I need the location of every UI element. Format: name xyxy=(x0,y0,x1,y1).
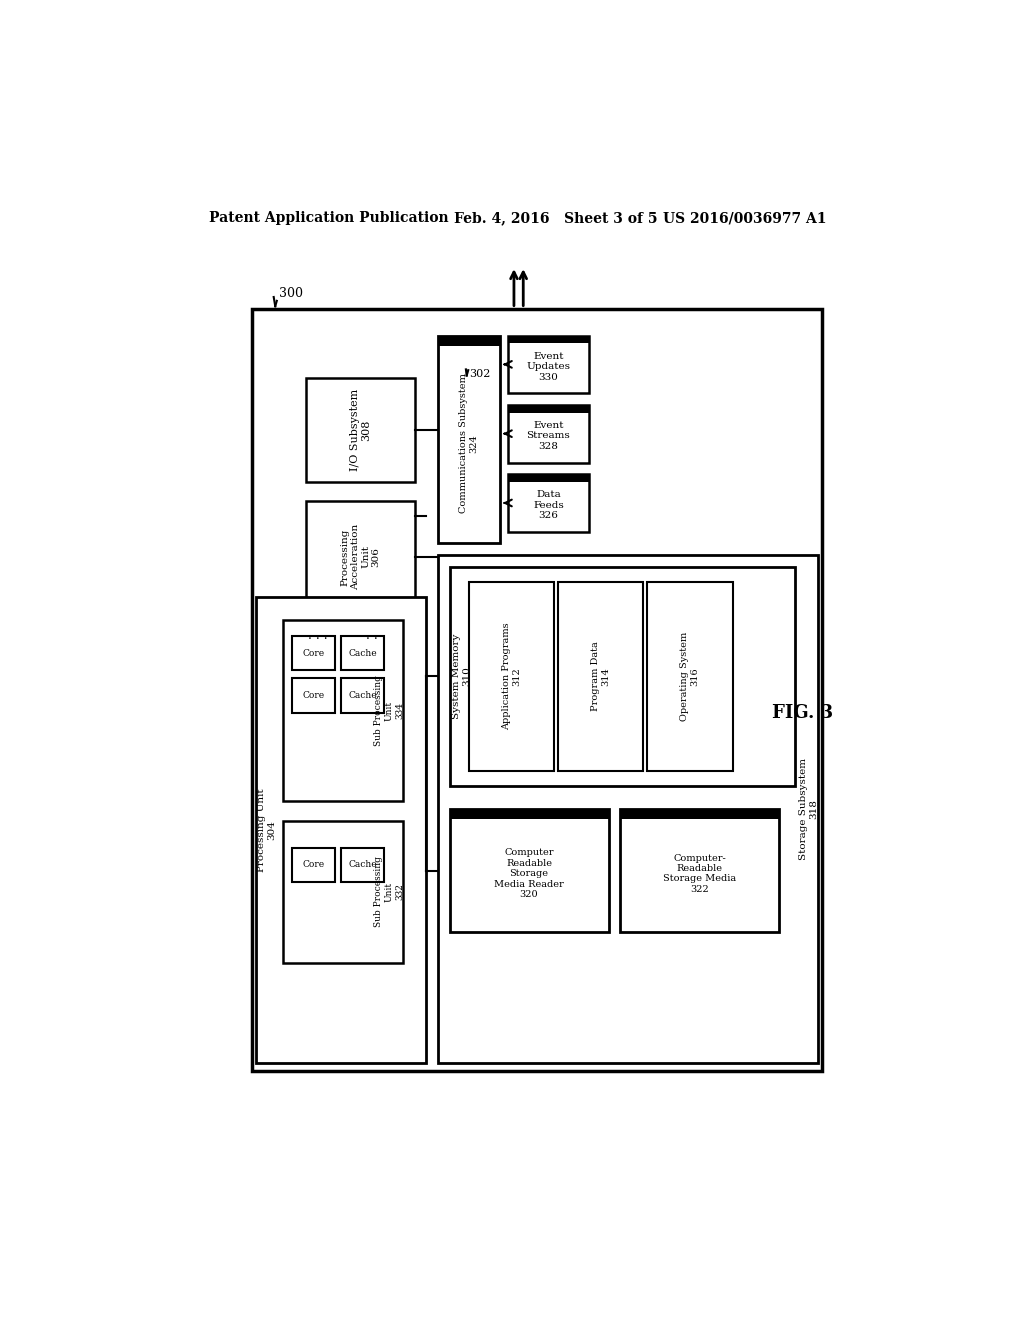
Bar xyxy=(621,809,779,818)
Text: Sub Processing
Unit
332: Sub Processing Unit 332 xyxy=(375,857,404,927)
Bar xyxy=(341,678,384,713)
Text: Operating System
316: Operating System 316 xyxy=(680,631,699,721)
Text: Storage Subsystem
318: Storage Subsystem 318 xyxy=(799,758,818,861)
Bar xyxy=(508,405,589,462)
Bar xyxy=(438,554,818,1063)
Text: Cache: Cache xyxy=(348,861,377,870)
Text: FIG. 3: FIG. 3 xyxy=(772,704,833,722)
Bar xyxy=(450,566,795,785)
Text: Communications Subsystem
324: Communications Subsystem 324 xyxy=(460,374,478,513)
Text: Feb. 4, 2016   Sheet 3 of 5: Feb. 4, 2016 Sheet 3 of 5 xyxy=(454,211,657,226)
Bar xyxy=(438,335,500,544)
Text: Processing
Acceleration
Unit
306: Processing Acceleration Unit 306 xyxy=(340,524,381,590)
Bar xyxy=(450,809,608,932)
Text: . . .: . . . xyxy=(367,630,386,643)
Bar xyxy=(341,847,384,882)
Text: Processing Unit
304: Processing Unit 304 xyxy=(257,788,276,873)
Bar xyxy=(469,582,554,771)
Text: US 2016/0036977 A1: US 2016/0036977 A1 xyxy=(663,211,826,226)
Text: Core: Core xyxy=(302,690,325,700)
Text: Event
Streams
328: Event Streams 328 xyxy=(526,421,570,451)
Bar xyxy=(292,636,335,671)
Bar xyxy=(508,474,589,532)
Text: Program Data
314: Program Data 314 xyxy=(591,642,610,711)
Text: Cache: Cache xyxy=(348,648,377,657)
Text: System Memory
310: System Memory 310 xyxy=(452,634,471,719)
Bar xyxy=(292,678,335,713)
Bar xyxy=(283,620,403,801)
Text: I/O Subsystem
308: I/O Subsystem 308 xyxy=(350,388,372,471)
Text: Application Programs
312: Application Programs 312 xyxy=(502,623,521,730)
Bar xyxy=(508,335,589,393)
Bar xyxy=(283,821,403,964)
Text: Cache: Cache xyxy=(348,690,377,700)
Text: Event
Updates
330: Event Updates 330 xyxy=(526,352,570,381)
Text: Sub Processing
Unit
334: Sub Processing Unit 334 xyxy=(375,676,404,746)
Bar xyxy=(252,309,821,1071)
Bar xyxy=(438,335,500,346)
Bar xyxy=(647,582,732,771)
Text: 302: 302 xyxy=(469,370,490,379)
Text: Patent Application Publication: Patent Application Publication xyxy=(209,211,449,226)
Bar xyxy=(256,597,426,1063)
Bar xyxy=(508,405,589,412)
Text: Data
Feeds
326: Data Feeds 326 xyxy=(534,491,564,520)
Bar xyxy=(508,474,589,482)
Text: Computer-
Readable
Storage Media
322: Computer- Readable Storage Media 322 xyxy=(663,854,736,894)
Bar xyxy=(508,335,589,343)
Bar xyxy=(450,809,608,818)
Bar xyxy=(306,502,415,612)
Text: 300: 300 xyxy=(280,286,303,300)
Bar xyxy=(306,378,415,482)
Text: Computer
Readable
Storage
Media Reader
320: Computer Readable Storage Media Reader 3… xyxy=(495,849,564,899)
Bar xyxy=(621,809,779,932)
Text: Core: Core xyxy=(302,648,325,657)
Text: Core: Core xyxy=(302,861,325,870)
Bar xyxy=(292,847,335,882)
Bar xyxy=(558,582,643,771)
Text: . . .: . . . xyxy=(308,630,328,643)
Bar xyxy=(341,636,384,671)
